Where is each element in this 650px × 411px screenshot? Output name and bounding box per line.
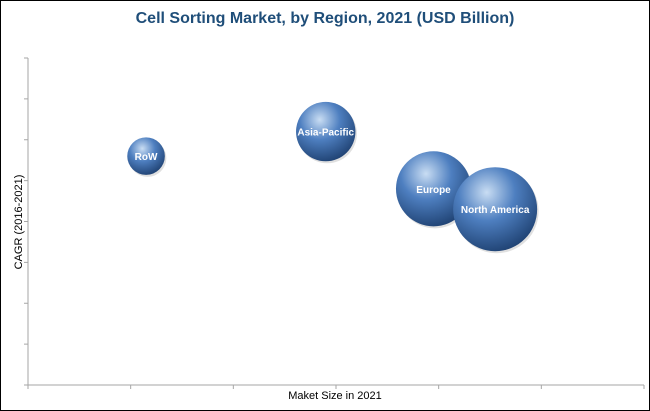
bubble-row: RoW	[127, 137, 167, 177]
y-axis-title: CAGR (2016-2021)	[13, 175, 25, 270]
bubble-series: RoW Asia-Pacific Europe North America	[127, 101, 539, 254]
bubble-label: Europe	[416, 185, 451, 196]
bubble-label: Asia-Pacific	[297, 128, 354, 139]
bubble-label: North America	[461, 205, 530, 216]
bubble-north-america: North America	[453, 167, 539, 254]
chart-axes	[24, 57, 645, 389]
bubble-point	[296, 101, 356, 162]
chart-title: Cell Sorting Market, by Region, 2021 (US…	[136, 10, 515, 27]
bubble-point	[453, 167, 538, 252]
bubble-label: RoW	[135, 152, 158, 163]
bubble-point	[395, 151, 472, 227]
bubble-point	[127, 137, 165, 175]
x-axis-title: Maket Size in 2021	[288, 390, 382, 402]
bubble-asia-pacific: Asia-Pacific	[296, 101, 357, 164]
